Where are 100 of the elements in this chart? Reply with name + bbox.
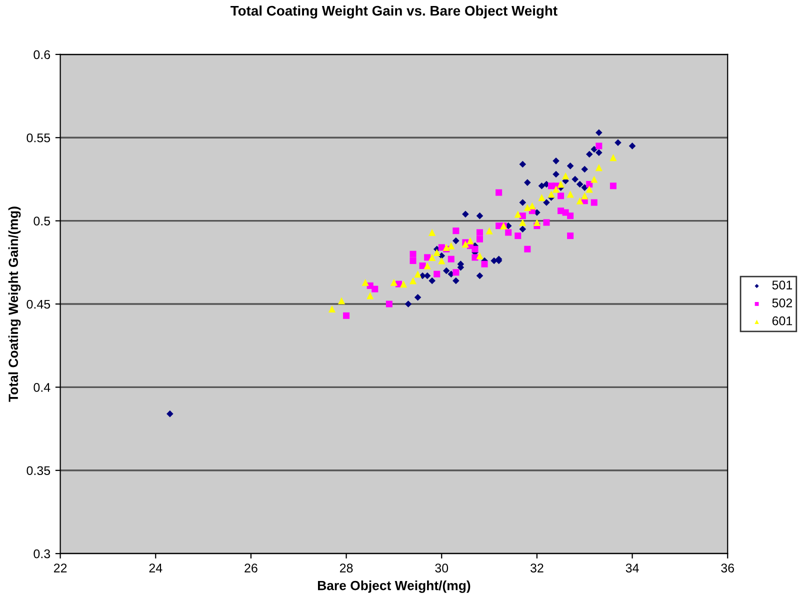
point: [552, 170, 560, 178]
x-tick-label: 36: [721, 564, 734, 572]
point: [448, 242, 455, 250]
point: [372, 286, 378, 292]
point: [548, 190, 555, 198]
y-tick-label: 0.3: [34, 549, 50, 558]
legend-label: 502: [772, 298, 792, 308]
point: [552, 158, 560, 164]
point: [543, 219, 550, 226]
point: [566, 190, 574, 198]
point: [558, 208, 564, 214]
x-tick-label: 24: [149, 564, 162, 572]
point: [514, 210, 522, 218]
point: [476, 236, 484, 242]
point: [400, 280, 408, 288]
point: [390, 278, 398, 286]
point: [581, 166, 588, 173]
point: [486, 227, 493, 234]
y-tick-label: 0.35: [26, 466, 50, 476]
point: [596, 129, 602, 136]
point: [552, 186, 560, 193]
point: [519, 160, 526, 168]
point: [519, 199, 526, 206]
x-tick-label: 30: [435, 564, 448, 572]
point: [438, 257, 446, 264]
point: [410, 258, 416, 264]
point: [628, 142, 636, 150]
point: [433, 248, 440, 256]
point: [466, 237, 474, 244]
point: [366, 292, 374, 300]
y-axis-title: Total Coating Weight Gain/(mg): [8, 206, 21, 402]
point: [409, 277, 417, 284]
point: [404, 300, 412, 308]
point: [581, 192, 588, 200]
point: [424, 272, 431, 280]
point: [448, 256, 454, 262]
y-tick-label: 0.45: [26, 300, 50, 309]
point: [166, 410, 174, 418]
point: [452, 277, 460, 284]
point: [566, 162, 574, 170]
x-tick-label: 32: [530, 564, 544, 572]
legend-label: 601: [772, 316, 792, 326]
point: [519, 226, 526, 233]
point: [362, 278, 369, 286]
point: [558, 192, 564, 200]
y-tick-label: 0.5: [34, 216, 50, 226]
point: [586, 150, 593, 158]
point: [428, 277, 436, 284]
point: [414, 270, 422, 278]
point: [581, 184, 588, 191]
point: [596, 142, 602, 150]
point: [533, 218, 540, 226]
point: [428, 254, 436, 261]
point: [476, 252, 484, 260]
x-tick-label: 28: [340, 564, 353, 572]
point: [614, 139, 622, 146]
point: [590, 146, 598, 153]
point: [576, 197, 584, 204]
point: [476, 212, 484, 220]
point: [519, 218, 526, 226]
point: [557, 180, 564, 188]
point: [386, 300, 392, 308]
point: [476, 272, 484, 280]
point: [524, 204, 531, 212]
point: [424, 254, 431, 261]
point: [595, 164, 602, 172]
point: [462, 210, 469, 218]
x-axis-title: Bare Object Weight/(mg): [318, 580, 470, 593]
point: [442, 267, 450, 274]
point: [562, 172, 570, 180]
point: [452, 269, 460, 276]
point: [590, 176, 598, 183]
point: [519, 212, 526, 220]
point: [590, 199, 598, 206]
x-tick-label: 26: [244, 564, 258, 572]
point: [419, 262, 426, 270]
point: [424, 262, 431, 270]
point: [472, 246, 478, 252]
y-tick-label: 0.4: [34, 383, 50, 392]
point: [428, 228, 436, 236]
point: [434, 270, 440, 278]
point: [338, 297, 346, 304]
point: [586, 186, 593, 193]
point: [576, 180, 584, 188]
point: [610, 182, 616, 190]
point: [452, 237, 460, 244]
point: [496, 189, 502, 196]
x-tick-label: 22: [54, 564, 67, 572]
point: [505, 229, 512, 236]
point: [528, 202, 536, 210]
point: [410, 250, 416, 258]
point: [328, 305, 336, 313]
x-tick-label: 34: [626, 564, 639, 572]
point: [572, 176, 578, 183]
point: [543, 199, 550, 206]
legend-label: 501: [772, 280, 792, 290]
point: [538, 194, 546, 202]
point: [452, 228, 460, 234]
point: [414, 294, 422, 301]
point: [524, 179, 531, 186]
